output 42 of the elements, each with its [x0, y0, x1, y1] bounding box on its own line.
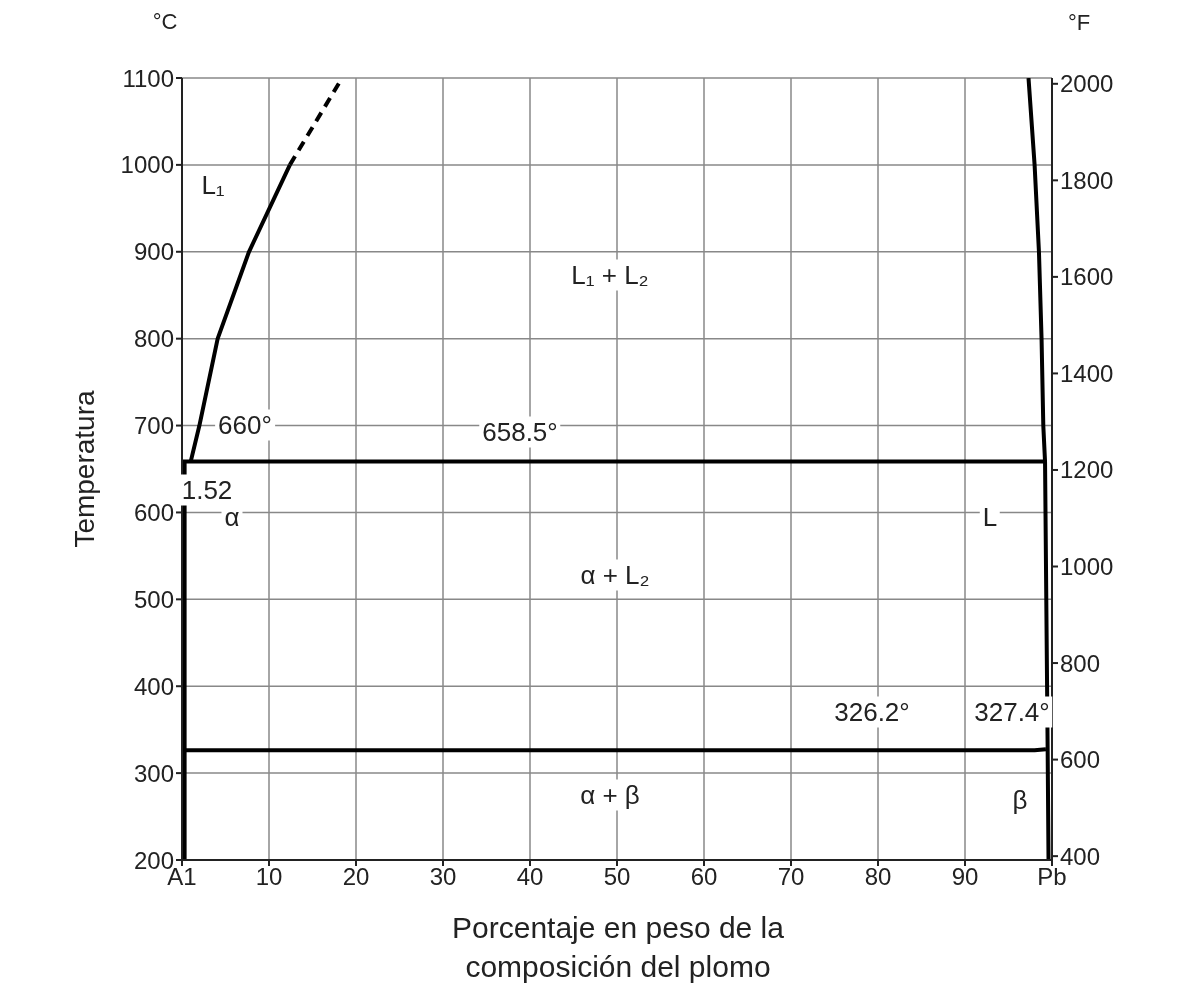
y-tick-label: 600	[133, 498, 174, 526]
x-tick-label: 20	[342, 863, 370, 891]
x-tick-label: 50	[603, 863, 631, 891]
annotation: 327.4°	[971, 696, 1053, 728]
x-tick-label: 90	[951, 863, 979, 891]
annotation: 326.2°	[831, 696, 913, 728]
annotation: α + L₂	[577, 559, 653, 591]
x-tick-label: 60	[690, 863, 718, 891]
y-tick-label: 1000	[120, 151, 174, 179]
y-tick-label: 1100	[122, 64, 174, 92]
annotation: α	[221, 501, 243, 533]
annotation: α + β	[577, 779, 643, 811]
y2-tick-label: 1200	[1060, 456, 1114, 484]
y-tick-label: 700	[133, 412, 174, 440]
y2-tick-label: 1600	[1060, 263, 1114, 291]
y2-axis-title: °F	[1068, 10, 1091, 36]
annotation: 660°	[215, 409, 275, 441]
annotation: 1.52	[178, 474, 236, 506]
annotation: L₁ + L₂	[568, 259, 652, 291]
x-tick-label: 70	[777, 863, 805, 891]
y-tick-label: 300	[133, 759, 174, 787]
y2-tick-label: 800	[1060, 649, 1101, 677]
y-tick-label: 500	[133, 585, 174, 613]
y-tick-label: 900	[133, 238, 174, 266]
annotation: L₁	[198, 169, 228, 201]
annotation: β	[1009, 784, 1031, 816]
y2-tick-label: 600	[1060, 746, 1101, 774]
annotation: L	[979, 501, 1001, 533]
y-tick-label: 400	[133, 672, 174, 700]
x-tick-label: 80	[864, 863, 892, 891]
annotation: 658.5°	[479, 416, 561, 448]
x-tick-label: 10	[255, 863, 283, 891]
y-axis-title: Temperatura	[68, 389, 100, 548]
y2-tick-label: 1800	[1060, 166, 1114, 194]
y2-tick-label: 2000	[1060, 70, 1114, 98]
y2-tick-label: 1400	[1060, 359, 1114, 387]
text: °C	[151, 9, 179, 35]
y2-tick-label: 1000	[1060, 553, 1114, 581]
x-tick-label: 30	[429, 863, 457, 891]
x-axis-title: Porcentaje en peso de la composición del plomo	[451, 910, 785, 985]
y-tick-label: 800	[133, 325, 174, 353]
x-tick-label: 40	[516, 863, 544, 891]
